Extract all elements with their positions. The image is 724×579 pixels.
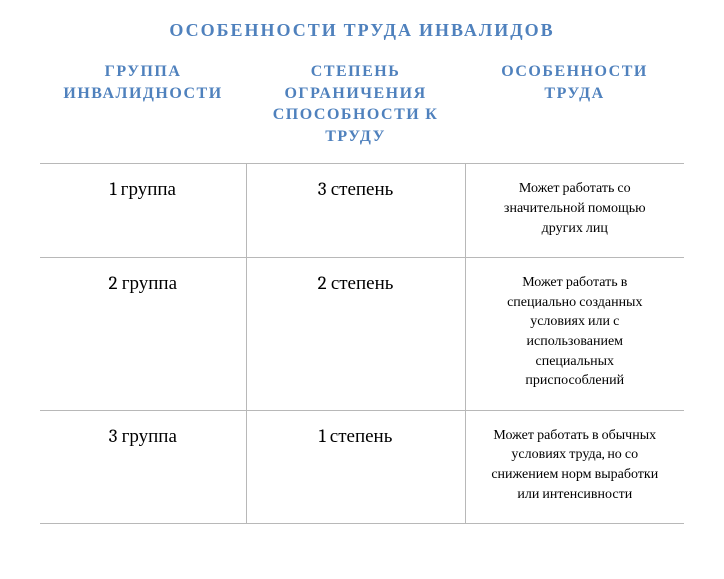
cell-degree: 1 степень [246,410,465,523]
cell-feature: Может работать со значительной помощью д… [465,164,684,258]
table-container: ОСОБЕННОСТИ ТРУДА ИНВАЛИДОВ ГРУППА ИНВАЛ… [40,20,684,524]
cell-degree: 3 степень [246,164,465,258]
cell-group: 1 группа [40,164,246,258]
cell-feature: Может работать в обычных условиях труда,… [465,410,684,523]
column-header-feature: ОСОБЕННОСТИ ТРУДА [465,53,684,164]
table-row: 2 группа 2 степень Может работать в спец… [40,258,684,411]
table-row: 1 группа 3 степень Может работать со зна… [40,164,684,258]
column-header-degree: СТЕПЕНЬ ОГРАНИЧЕНИЯ СПОСОБНОСТИ К ТРУДУ [246,53,465,164]
table-header-row: ГРУППА ИНВАЛИДНОСТИ СТЕПЕНЬ ОГРАНИЧЕНИЯ … [40,53,684,164]
cell-group: 2 группа [40,258,246,411]
cell-group: 3 группа [40,410,246,523]
page-title: ОСОБЕННОСТИ ТРУДА ИНВАЛИДОВ [40,20,684,41]
table-row: 3 группа 1 степень Может работать в обыч… [40,410,684,523]
cell-degree: 2 степень [246,258,465,411]
column-header-group: ГРУППА ИНВАЛИДНОСТИ [40,53,246,164]
cell-feature: Может работать в специально созданных ус… [465,258,684,411]
disability-table: ГРУППА ИНВАЛИДНОСТИ СТЕПЕНЬ ОГРАНИЧЕНИЯ … [40,53,684,524]
